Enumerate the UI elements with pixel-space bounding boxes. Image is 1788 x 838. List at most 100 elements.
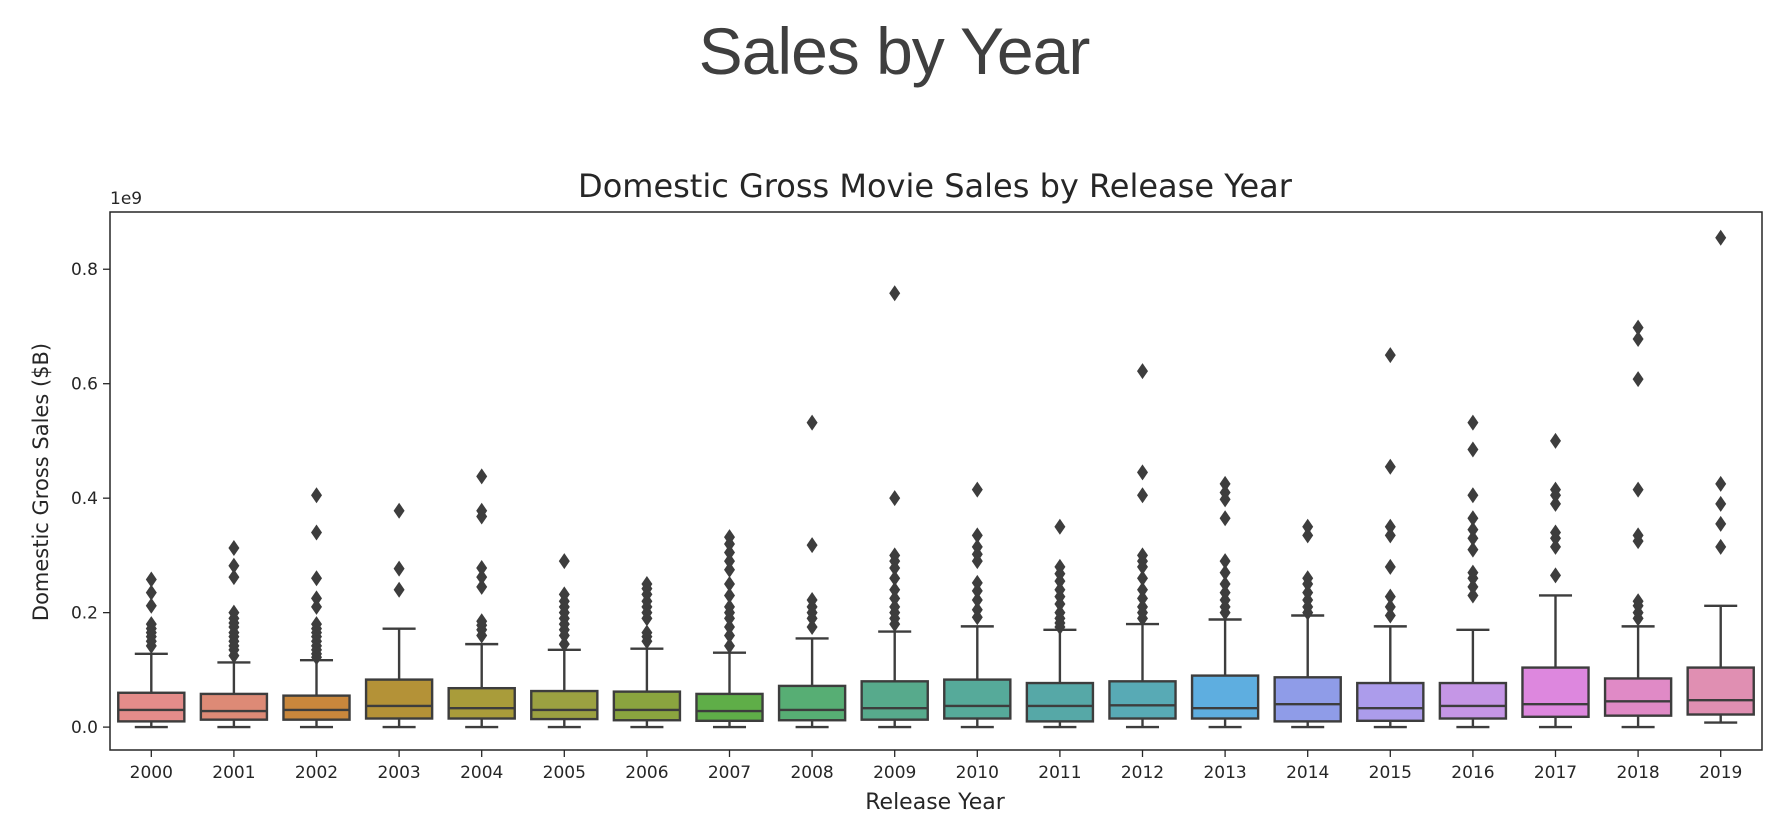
flier-2016 <box>1467 487 1479 504</box>
x-tick-label-2003: 2003 <box>377 763 420 783</box>
x-tick-label-2019: 2019 <box>1699 763 1742 783</box>
flier-2010 <box>971 592 983 609</box>
flier-2000 <box>145 571 157 588</box>
box-2008 <box>777 684 847 722</box>
y-tick-label: 0.2 <box>71 604 98 624</box>
flier-2005 <box>558 553 570 570</box>
box-2007 <box>695 692 764 723</box>
x-tick-label-2011: 2011 <box>1038 763 1081 783</box>
flier-2002 <box>311 570 322 587</box>
flier-2017 <box>1550 432 1561 449</box>
x-tick-label-2012: 2012 <box>1121 763 1164 783</box>
box-2003 <box>364 678 434 720</box>
x-tick-label-2013: 2013 <box>1203 763 1246 783</box>
flier-2016 <box>1467 441 1479 458</box>
x-tick-label-2002: 2002 <box>295 763 338 783</box>
flier-2012 <box>1137 570 1148 587</box>
flier-2000 <box>145 597 157 614</box>
flier-2013 <box>1219 584 1231 601</box>
flier-2004 <box>476 559 488 576</box>
box-2019 <box>1686 666 1755 716</box>
plot-area: 0.0 0.2 0.4 0.6 0.8 2000 2001 2002 2003 2004 2005 2… <box>71 229 1755 783</box>
flier-2012 <box>1137 581 1148 598</box>
flier-2013 <box>1219 510 1231 527</box>
flier-2015 <box>1384 598 1396 615</box>
flier-2013 <box>1219 553 1231 570</box>
box-2000 <box>117 691 186 723</box>
flier-2001 <box>228 569 240 586</box>
flier-2013 <box>1219 484 1231 501</box>
plot-frame <box>109 211 1763 751</box>
flier-2003 <box>393 502 405 519</box>
x-tick-label-2018: 2018 <box>1616 763 1659 783</box>
x-tick-label-2000: 2000 <box>130 763 173 783</box>
flier-2009 <box>889 598 901 615</box>
flier-2007 <box>724 627 735 644</box>
flier-2011 <box>1054 558 1066 575</box>
flier-2009 <box>889 581 901 598</box>
flier-2004 <box>476 613 488 630</box>
flier-2010 <box>971 601 983 618</box>
x-tick-label-2006: 2006 <box>625 763 668 783</box>
flier-2010 <box>971 538 983 555</box>
flier-2016 <box>1467 587 1479 604</box>
flier-2015 <box>1384 607 1396 624</box>
flier-2010 <box>971 574 983 591</box>
flier-2018 <box>1632 481 1644 498</box>
flier-2006 <box>641 624 653 641</box>
y-axis-label: Domestic Gross Sales ($B) <box>29 343 53 621</box>
box-2004 <box>447 686 516 720</box>
flier-2003 <box>393 560 405 577</box>
flier-2016 <box>1467 578 1479 595</box>
flier-2002 <box>311 598 322 615</box>
flier-2008 <box>806 414 818 431</box>
x-tick-label-2009: 2009 <box>873 763 916 783</box>
flier-2019 <box>1715 538 1727 555</box>
flier-2015 <box>1384 588 1396 605</box>
flier-2015 <box>1384 527 1396 544</box>
y-tick-label: 0.6 <box>71 375 98 395</box>
flier-2014 <box>1302 518 1314 535</box>
flier-2007 <box>724 598 735 615</box>
flier-2011 <box>1054 581 1066 598</box>
flier-2012 <box>1137 598 1148 615</box>
flier-2017 <box>1550 567 1561 584</box>
flier-2004 <box>476 578 488 595</box>
box-2013 <box>1190 674 1260 720</box>
y-tick-label: 0.0 <box>71 718 98 738</box>
flier-2009 <box>889 285 901 302</box>
flier-2013 <box>1219 475 1231 492</box>
flier-2017 <box>1550 495 1561 512</box>
box-2017 <box>1521 666 1590 719</box>
flier-2019 <box>1715 229 1727 246</box>
flier-2007 <box>724 553 735 570</box>
flier-2010 <box>971 582 983 599</box>
flier-2015 <box>1384 347 1396 364</box>
x-tick-label-2004: 2004 <box>460 763 503 783</box>
flier-2013 <box>1219 564 1231 581</box>
flier-2007 <box>724 529 735 546</box>
flier-2018 <box>1632 593 1644 610</box>
flier-2018 <box>1632 331 1644 348</box>
box-2001 <box>199 692 269 721</box>
x-tick-label-2016: 2016 <box>1451 763 1494 783</box>
flier-2012 <box>1137 464 1148 481</box>
box-2016 <box>1438 681 1508 720</box>
flier-2011 <box>1054 518 1066 535</box>
flier-2017 <box>1550 524 1561 541</box>
flier-2002 <box>311 590 322 607</box>
box-2011 <box>1025 681 1095 723</box>
flier-2015 <box>1384 558 1396 575</box>
flier-2009 <box>889 547 901 564</box>
flier-2019 <box>1715 515 1727 532</box>
flier-2012 <box>1137 590 1148 607</box>
flier-2001 <box>228 539 240 556</box>
box-2015 <box>1356 681 1425 723</box>
flier-2011 <box>1054 604 1066 621</box>
x-tick-label-2008: 2008 <box>790 763 833 783</box>
flier-2004 <box>476 502 488 519</box>
x-tick-label-2015: 2015 <box>1369 763 1412 783</box>
box-2010 <box>943 678 1012 720</box>
x-tick-label-2014: 2014 <box>1286 763 1329 783</box>
flier-2018 <box>1632 319 1644 336</box>
